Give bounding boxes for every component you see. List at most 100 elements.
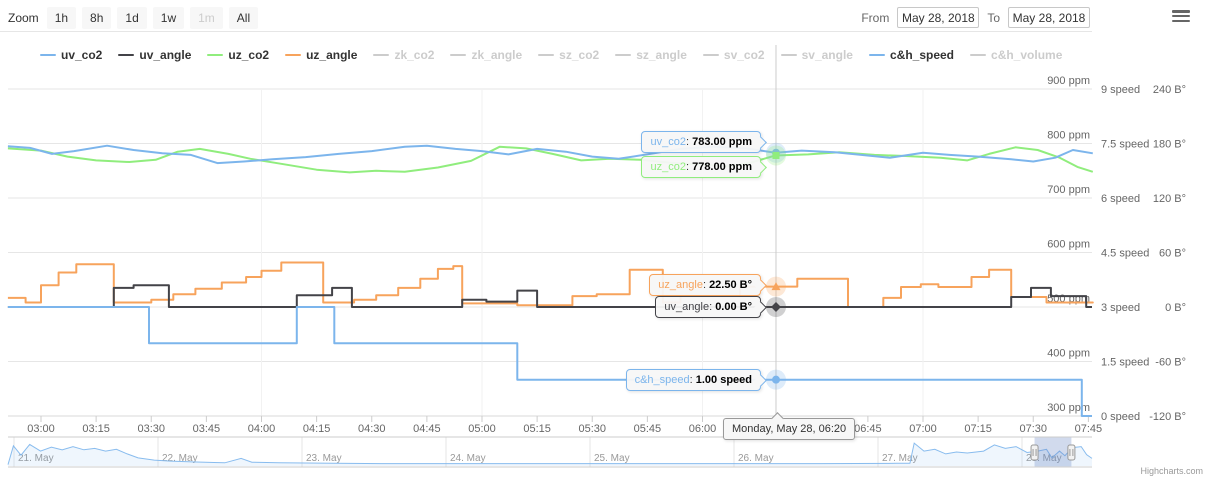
y-axis-label-deg: -60 B° [1155, 357, 1186, 369]
legend-marker [538, 54, 555, 56]
navigator-handle-left[interactable] [1030, 444, 1039, 461]
tooltip-uv-angle: uv_angle: 0.00 B° [655, 296, 767, 318]
zoom-button-All[interactable]: All [228, 7, 259, 29]
zoom-label: Zoom [8, 11, 39, 25]
legend-item-sz_co2[interactable]: sz_co2 [538, 48, 599, 62]
tooltip-uz-co2: uz_co2: 778.00 ppm [641, 156, 767, 178]
x-axis-label: 05:15 [523, 423, 551, 435]
legend-item-uz_co2[interactable]: uz_co2 [207, 48, 269, 62]
tooltip-date-text: Monday, May 28, 06:20 [732, 423, 847, 435]
zoom-button-1h[interactable]: 1h [46, 7, 77, 29]
legend-label: c&h_volume [991, 48, 1063, 62]
legend-item-uz_angle[interactable]: uz_angle [285, 48, 357, 62]
x-axis-label: 04:00 [248, 423, 276, 435]
zoom-button-1w[interactable]: 1w [152, 7, 185, 29]
x-axis-label: 03:15 [82, 423, 110, 435]
navigator-day-label: 24. May [450, 453, 486, 464]
navigator-day-label: 26. May [738, 453, 774, 464]
y-axis-label-deg: 60 B° [1159, 248, 1186, 260]
burger-bar [1172, 19, 1190, 22]
legend-label: zk_co2 [394, 48, 435, 62]
legend-item-uv_angle[interactable]: uv_angle [118, 48, 191, 62]
legend-item-uv_co2[interactable]: uv_co2 [40, 48, 102, 62]
tooltip-value: 783.00 ppm [692, 136, 752, 148]
navigator-series-area [8, 443, 1092, 466]
legend-marker [40, 54, 56, 56]
y-axis-label-deg: 120 B° [1153, 193, 1186, 205]
legend-label: zk_angle [471, 48, 523, 62]
navigator-day-label: 25. May [594, 453, 630, 464]
legend-item-sz_angle[interactable]: sz_angle [615, 48, 687, 62]
tooltip-series-label: uz_co2 [650, 161, 686, 173]
zoom-button-1d[interactable]: 1d [117, 7, 147, 29]
legend-item-zk_co2[interactable]: zk_co2 [373, 48, 434, 62]
export-menu-icon[interactable] [1172, 10, 1190, 22]
legend-label: sz_co2 [559, 48, 600, 62]
to-label: To [987, 10, 1000, 25]
legend-marker [702, 54, 719, 56]
series-line-uv_angle[interactable] [7, 284, 1092, 308]
legend-label: sv_co2 [723, 48, 765, 62]
legend-item-c&h_speed[interactable]: c&h_speed [868, 48, 955, 62]
y-axis-label-speed: 7.5 speed [1101, 139, 1149, 151]
burger-bar [1172, 10, 1190, 13]
point-marker-uz_co2 [772, 151, 780, 159]
x-axis-label: 06:00 [689, 423, 717, 435]
zoom-button-1m: 1m [190, 7, 223, 29]
legend-item-sv_angle[interactable]: sv_angle [780, 48, 853, 62]
y-axis-label-ppm: 700 ppm [1047, 184, 1090, 196]
legend-marker [970, 54, 987, 56]
navigator-day-label: 22. May [162, 453, 198, 464]
legend-marker [285, 54, 302, 56]
y-axis-label-ppm: 400 ppm [1047, 348, 1090, 360]
y-axis-label-deg: 240 B° [1153, 84, 1186, 96]
navigator-day-label: 28. May [1026, 453, 1062, 464]
legend-label: c&h_speed [889, 48, 955, 62]
tooltip-series-label: c&h_speed [634, 374, 690, 386]
y-axis-label-ppm: 800 ppm [1047, 130, 1090, 142]
legend-item-c&h_volume[interactable]: c&h_volume [970, 48, 1062, 62]
y-axis-label-ppm: 300 ppm [1047, 402, 1090, 414]
navigator-handle-right[interactable] [1067, 444, 1076, 461]
point-marker-uv_angle [771, 302, 781, 312]
highcharts-credit[interactable]: Highcharts.com [1140, 466, 1203, 476]
zoom-button-8h[interactable]: 8h [82, 7, 112, 29]
y-axis-label-deg: -120 B° [1149, 411, 1186, 423]
x-axis-label: 03:30 [137, 423, 165, 435]
y-axis-label-ppm: 900 ppm [1047, 75, 1090, 87]
series-line-uz_co2[interactable] [7, 145, 1094, 174]
tooltip-value: 0.00 B° [715, 301, 752, 313]
x-axis-label: 07:30 [1019, 423, 1047, 435]
series-line-uz_angle[interactable] [7, 261, 1094, 308]
from-label: From [861, 10, 890, 25]
legend-marker [450, 54, 467, 56]
legend-marker [780, 54, 797, 56]
y-axis-label-speed: 9 speed [1101, 84, 1140, 96]
y-axis-label-speed: 4.5 speed [1101, 248, 1149, 260]
navigator-selected-range[interactable] [1034, 437, 1072, 467]
header-divider [0, 31, 1092, 32]
legend-label: sv_angle [801, 48, 853, 62]
y-axis-label-speed: 0 speed [1101, 411, 1140, 423]
legend-label: uv_angle [139, 48, 192, 62]
y-axis-label-speed: 1.5 speed [1101, 357, 1149, 369]
from-date-input[interactable] [897, 7, 980, 28]
to-date-input[interactable] [1008, 7, 1090, 28]
point-marker-uz_angle [771, 282, 781, 291]
x-axis-label: 04:15 [303, 423, 331, 435]
tooltip-value: 22.50 B° [709, 279, 752, 291]
tooltip-uz-angle: uz_angle: 22.50 B° [649, 274, 767, 296]
x-axis-label: 04:30 [358, 423, 386, 435]
x-axis-label: 07:45 [1075, 423, 1103, 435]
legend-item-sv_co2[interactable]: sv_co2 [702, 48, 765, 62]
series-line-uv_co2[interactable] [7, 144, 1093, 165]
legend-item-zk_angle[interactable]: zk_angle [450, 48, 522, 62]
y-axis-label-deg: 0 B° [1165, 302, 1186, 314]
x-axis-label: 05:45 [634, 423, 662, 435]
x-axis-label: 07:00 [909, 423, 937, 435]
x-axis-label: 03:00 [27, 423, 55, 435]
series-line-c&h_speed[interactable] [7, 306, 1092, 417]
tooltip-series-label: uz_angle [658, 279, 703, 291]
